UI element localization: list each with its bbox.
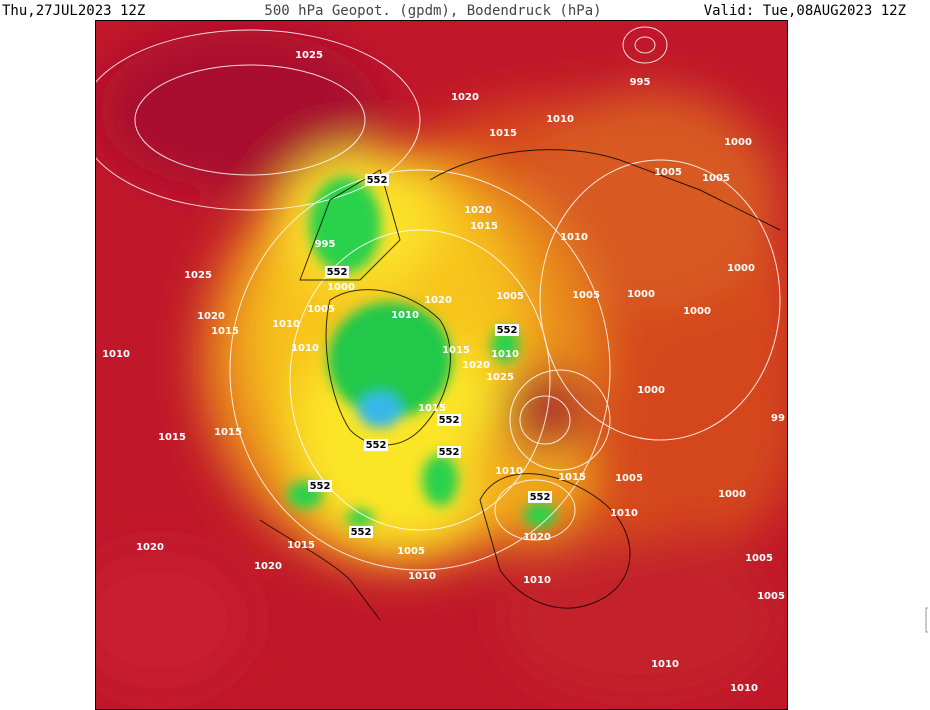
contour-label: 1015	[287, 540, 315, 551]
contour-label: 1000	[718, 489, 746, 500]
contour-label: 552	[439, 447, 460, 458]
contour-label: 1020	[254, 561, 282, 572]
contour-label: 1015	[418, 403, 446, 414]
contour-label: 1005	[702, 173, 730, 184]
contour-label: 1015	[211, 326, 239, 337]
contour-label: 1020	[523, 532, 551, 543]
map	[95, 20, 788, 710]
contour-label: 1010	[495, 466, 523, 477]
contour-label: 1000	[727, 263, 755, 274]
contour-label: 552	[367, 175, 388, 186]
isobars	[95, 26, 781, 571]
contour-label: 1005	[496, 291, 524, 302]
contour-label: 552	[497, 325, 518, 336]
contour-label: 1015	[489, 128, 517, 139]
contour-label: 1015	[470, 221, 498, 232]
label-box	[437, 414, 461, 426]
contour-label: 1005	[397, 546, 425, 557]
contour-label: 1020	[451, 92, 479, 103]
contour-label: 1010	[391, 310, 419, 321]
contour-label: 1020	[462, 360, 490, 371]
contour-label: 995	[315, 239, 336, 250]
contour-label: 1005	[745, 553, 773, 564]
contour-label: 1010	[560, 232, 588, 243]
contour-label: 552	[310, 481, 331, 492]
contour-label: 1000	[327, 282, 355, 293]
contour-label: 99	[771, 413, 785, 424]
contour-label: 552	[351, 527, 372, 538]
label-box	[349, 526, 373, 538]
label-box	[528, 491, 552, 503]
contour-label: 1010	[730, 683, 758, 694]
contour-label: 1005	[572, 290, 600, 301]
contour-label: 1010	[408, 571, 436, 582]
contour-labels: 1025102010151010995100010051005552995552…	[102, 50, 785, 694]
contour-label: 1000	[683, 306, 711, 317]
label-box	[495, 324, 519, 336]
contour-label: 552	[530, 492, 551, 503]
contour-label: 1010	[651, 659, 679, 670]
contour-label: 1010	[291, 343, 319, 354]
contour-label: 1000	[724, 137, 752, 148]
label-box	[365, 174, 389, 186]
contour-label: 1010	[546, 114, 574, 125]
label-box	[364, 439, 388, 451]
contour-label: 552	[366, 440, 387, 451]
contour-label: 1020	[136, 542, 164, 553]
contour-label: 1010	[272, 319, 300, 330]
init-time: Thu,27JUL2023 12Z	[2, 3, 145, 19]
contour-label: 1010	[610, 508, 638, 519]
contour-label: 1015	[442, 345, 470, 356]
label-box	[437, 446, 461, 458]
contour-label: 1020	[424, 295, 452, 306]
contour-label: 1010	[491, 349, 519, 360]
contour-label: 1015	[158, 432, 186, 443]
scroll-edge	[925, 607, 928, 633]
contour-label: 1005	[615, 473, 643, 484]
label-box	[308, 480, 332, 492]
contour-label: 1020	[197, 311, 225, 322]
contour-label: 1000	[627, 289, 655, 300]
contour-label: 1010	[102, 349, 130, 360]
contour-label: 1015	[214, 427, 242, 438]
contour-label: 1020	[464, 205, 492, 216]
map-title: 500 hPa Geopot. (gpdm), Bodendruck (hPa)	[264, 3, 601, 19]
label-box	[325, 266, 349, 278]
contour-label: 995	[630, 77, 651, 88]
contour-label: 1025	[295, 50, 323, 61]
coastlines	[259, 149, 781, 621]
contour-label: 552	[327, 267, 348, 278]
contour-label: 552	[439, 415, 460, 426]
contour-label: 1000	[637, 385, 665, 396]
contour-label: 1025	[486, 372, 514, 383]
contour-label: 1005	[307, 304, 335, 315]
contour-label: 1025	[184, 270, 212, 281]
contour-label: 1005	[757, 591, 785, 602]
contour-label: 1005	[654, 167, 682, 178]
valid-time: Valid: Tue,08AUG2023 12Z	[704, 3, 906, 19]
contour-label: 1010	[523, 575, 551, 586]
contour-label: 1015	[558, 472, 586, 483]
